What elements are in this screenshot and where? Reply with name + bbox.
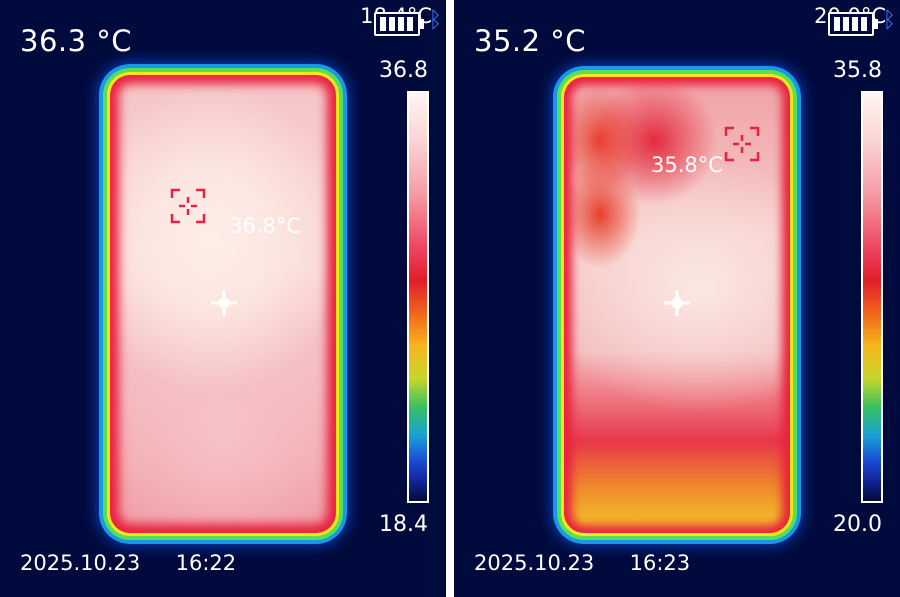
hotspot-reticle-icon [724,126,760,162]
battery-icon [374,12,424,36]
scale-min: 18.4 [379,512,428,537]
bluetooth-icon: ᛒ [428,8,442,33]
color-scale-bar [407,91,429,503]
date: 2025.10.23 [474,551,595,575]
center-temperature: 35.2 °C [474,24,587,58]
timestamp: 2025.10.23 16:23 [474,551,690,575]
hotspot-reticle-icon [170,188,206,224]
timestamp: 2025.10.23 16:22 [20,551,236,575]
scale-min: 20.0 [833,512,882,537]
scale-max: 36.8 [379,58,428,83]
color-scale-bar [861,91,883,503]
battery-icon [828,12,878,36]
time: 16:22 [175,551,237,575]
thermal-view-right: 35.8°C 35.2 °C 20.0°C ᛒ 35.8 20.0 2025.1… [454,0,900,597]
time: 16:23 [629,551,691,575]
hotspot-temperature: 35.8°C [651,153,723,177]
bluetooth-icon: ᛒ [882,8,896,33]
center-crosshair-icon [211,290,237,316]
hotspot-temperature: 36.8°C [229,214,301,238]
center-temperature: 36.3 °C [20,24,133,58]
thermal-view-left: 36.8°C 36.3 °C 18.4°C ᛒ 36.8 18.4 2025.1… [0,0,446,597]
center-crosshair-icon [664,290,690,316]
date: 2025.10.23 [20,551,141,575]
scale-max: 35.8 [833,58,882,83]
